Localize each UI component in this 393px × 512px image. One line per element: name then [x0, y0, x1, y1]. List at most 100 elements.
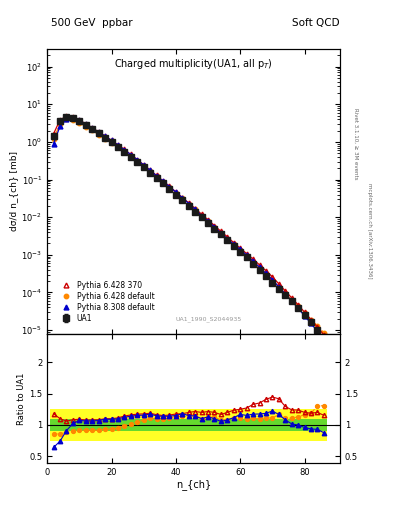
Pythia 8.308 default	[219, 230, 223, 236]
Pythia 6.428 370	[212, 222, 217, 228]
Pythia 6.428 default	[231, 241, 236, 247]
Text: UA1_1990_S2044935: UA1_1990_S2044935	[175, 316, 241, 323]
Pythia 6.428 370	[129, 152, 133, 158]
Pythia 6.428 default	[321, 330, 326, 336]
Pythia 6.428 default	[251, 259, 255, 265]
Pythia 6.428 370	[238, 245, 242, 251]
Pythia 6.428 370	[70, 114, 75, 120]
Pythia 8.308 default	[264, 270, 268, 276]
Pythia 6.428 default	[276, 284, 281, 290]
Pythia 6.428 default	[173, 189, 178, 196]
Pythia 6.428 370	[167, 183, 172, 189]
Pythia 6.428 default	[51, 136, 56, 142]
Pythia 6.428 default	[289, 296, 294, 303]
Pythia 6.428 default	[264, 271, 268, 278]
Pythia 6.428 370	[264, 268, 268, 274]
Pythia 6.428 370	[186, 200, 191, 206]
Pythia 6.428 default	[199, 212, 204, 219]
Y-axis label: Ratio to UA1: Ratio to UA1	[17, 372, 26, 425]
Pythia 6.428 default	[58, 121, 62, 127]
Pythia 6.428 default	[116, 144, 120, 151]
Pythia 8.308 default	[58, 123, 62, 130]
Pythia 6.428 default	[129, 154, 133, 160]
Pythia 6.428 370	[244, 250, 249, 257]
Line: Pythia 8.308 default: Pythia 8.308 default	[51, 116, 326, 342]
Pythia 6.428 370	[122, 146, 127, 153]
Pythia 6.428 370	[58, 117, 62, 123]
Pythia 8.308 default	[206, 218, 210, 224]
Pythia 6.428 370	[135, 157, 140, 163]
Pythia 6.428 370	[180, 195, 185, 201]
Pythia 8.308 default	[64, 116, 69, 122]
Pythia 6.428 370	[302, 309, 307, 315]
Pythia 6.428 370	[289, 295, 294, 301]
Pythia 6.428 default	[315, 323, 320, 329]
Pythia 8.308 default	[122, 147, 127, 153]
Pythia 6.428 370	[64, 113, 69, 119]
Pythia 6.428 370	[51, 131, 56, 137]
Pythia 6.428 370	[206, 217, 210, 223]
Pythia 6.428 370	[77, 117, 82, 123]
Pythia 8.308 default	[302, 313, 307, 319]
Pythia 6.428 370	[225, 234, 230, 240]
Text: 500 GeV  ppbar: 500 GeV ppbar	[51, 18, 133, 28]
Pythia 8.308 default	[90, 125, 95, 131]
Pythia 6.428 370	[148, 167, 152, 173]
Pythia 6.428 default	[161, 179, 165, 185]
Text: Rivet 3.1.10, ≥ 3M events: Rivet 3.1.10, ≥ 3M events	[353, 108, 358, 179]
Line: Pythia 6.428 default: Pythia 6.428 default	[51, 117, 352, 364]
Pythia 8.308 default	[180, 195, 185, 201]
Pythia 8.308 default	[167, 183, 172, 189]
Pythia 6.428 default	[219, 229, 223, 236]
Pythia 6.428 default	[109, 140, 114, 146]
Pythia 6.428 370	[199, 211, 204, 217]
Pythia 6.428 default	[135, 158, 140, 164]
Pythia 8.308 default	[212, 224, 217, 230]
Pythia 8.308 default	[77, 117, 82, 123]
Pythia 6.428 default	[328, 337, 332, 343]
Pythia 8.308 default	[257, 264, 262, 270]
Pythia 6.428 default	[244, 253, 249, 259]
Pythia 6.428 default	[302, 310, 307, 316]
Pythia 6.428 370	[315, 324, 320, 330]
Pythia 6.428 default	[141, 163, 146, 169]
Pythia 8.308 default	[193, 206, 198, 212]
Pythia 6.428 370	[96, 129, 101, 135]
Pythia 8.308 default	[309, 321, 313, 327]
Pythia 6.428 default	[122, 149, 127, 155]
Pythia 6.428 370	[276, 281, 281, 287]
Pythia 6.428 default	[238, 247, 242, 253]
Pythia 8.308 default	[129, 152, 133, 158]
Pythia 8.308 default	[231, 241, 236, 247]
Pythia 6.428 default	[103, 136, 107, 142]
Pythia 8.308 default	[315, 328, 320, 334]
Pythia 6.428 default	[96, 132, 101, 138]
Pythia 6.428 370	[251, 256, 255, 262]
Pythia 8.308 default	[83, 121, 88, 127]
Pythia 6.428 default	[225, 236, 230, 242]
Pythia 8.308 default	[296, 305, 301, 311]
Pythia 6.428 default	[64, 116, 69, 122]
Pythia 6.428 370	[173, 189, 178, 195]
Pythia 8.308 default	[225, 236, 230, 242]
Pythia 8.308 default	[251, 258, 255, 264]
Line: Pythia 6.428 370: Pythia 6.428 370	[51, 114, 326, 337]
Pythia 6.428 370	[257, 262, 262, 268]
Pythia 6.428 370	[321, 332, 326, 338]
Pythia 6.428 370	[231, 240, 236, 246]
Pythia 8.308 default	[238, 246, 242, 252]
Pythia 8.308 default	[244, 252, 249, 258]
Pythia 8.308 default	[141, 162, 146, 168]
Pythia 6.428 default	[212, 224, 217, 230]
Pythia 8.308 default	[289, 298, 294, 304]
Pythia 6.428 default	[193, 206, 198, 212]
Pythia 6.428 default	[83, 123, 88, 130]
Pythia 6.428 370	[270, 274, 275, 280]
Pythia 8.308 default	[276, 284, 281, 290]
Y-axis label: dσ/d n_{ch} [mb]: dσ/d n_{ch} [mb]	[9, 151, 18, 231]
Pythia 8.308 default	[116, 142, 120, 148]
Pythia 6.428 370	[90, 124, 95, 131]
Pythia 8.308 default	[109, 137, 114, 143]
Pythia 6.428 370	[193, 205, 198, 211]
Pythia 6.428 370	[116, 142, 120, 148]
